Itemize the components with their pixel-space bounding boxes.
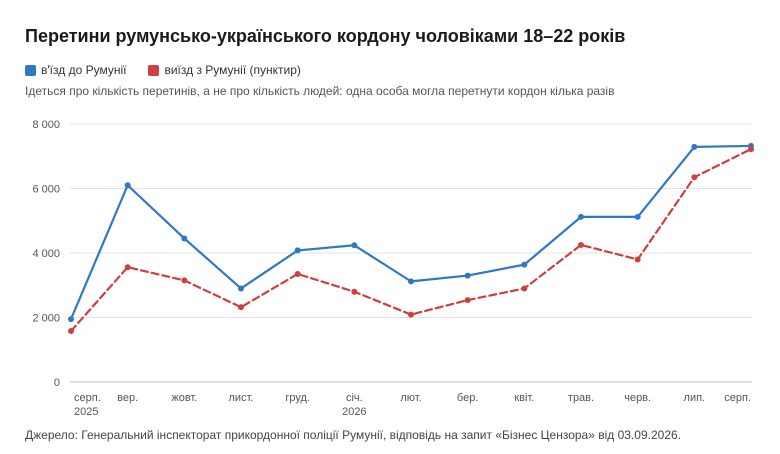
data-point-exit xyxy=(578,241,584,248)
y-axis-labels: 0 2 000 4 000 6 000 8 000 xyxy=(32,119,60,389)
legend-item-exit: виїзд з Румунії (пунктир) xyxy=(148,63,301,77)
x-tick-label: квіт. xyxy=(514,392,534,404)
data-point-exit xyxy=(408,311,414,318)
data-point-exit xyxy=(294,270,301,277)
data-point-entry xyxy=(691,143,698,150)
data-point-entry xyxy=(294,247,301,254)
data-point-entry xyxy=(634,213,641,220)
y-tick-label: 0 xyxy=(54,377,60,389)
x-tick-label: груд. xyxy=(285,392,310,404)
data-point-exit xyxy=(181,277,188,284)
y-tick-label: 2 000 xyxy=(32,313,60,325)
x-tick-label: лют. xyxy=(400,392,421,404)
data-point-exit xyxy=(464,297,471,304)
series-lines xyxy=(68,142,754,335)
legend-swatch-exit xyxy=(148,64,160,76)
data-point-exit xyxy=(351,288,358,295)
data-point-entry xyxy=(521,261,528,268)
legend-swatch-entry xyxy=(25,64,36,76)
data-point-exit xyxy=(691,174,698,181)
x-tick-label: бер. xyxy=(457,392,478,404)
y-tick-label: 6 000 xyxy=(32,184,60,196)
data-point-entry xyxy=(68,316,74,323)
data-point-entry xyxy=(464,272,471,279)
x-tick-label: трав. xyxy=(568,392,594,404)
x-tick-label: лист. xyxy=(229,392,254,404)
chart-title: Перетини румунсько-українського кордону … xyxy=(25,26,626,46)
x-tick-label: жовт. xyxy=(171,392,197,404)
x-tick-label: серп. xyxy=(724,392,751,404)
data-point-entry xyxy=(238,285,244,292)
x-tick-label: лип. xyxy=(684,392,706,404)
x-tick-year-label: 2026 xyxy=(342,406,366,418)
legend-label-entry: в'їзд до Румунії xyxy=(41,63,127,77)
x-axis-labels: серп. 2025 вер. жовт. лист. груд. січ. 2026 лют.… xyxy=(74,392,751,418)
chart-note: Ідеться про кількість перетинів, а не пр… xyxy=(25,84,615,98)
data-point-exit xyxy=(634,256,641,263)
legend-item-entry: в'їзд до Румунії xyxy=(25,63,126,77)
series-line-entry xyxy=(69,144,753,321)
legend-label-exit: виїзд з Румунії (пунктир) xyxy=(164,63,301,77)
data-point-entry xyxy=(181,235,188,242)
data-point-exit xyxy=(68,328,74,335)
data-point-entry xyxy=(351,242,358,249)
gridlines xyxy=(70,123,752,383)
chart-legend: в'їзд до Румунії виїзд з Румунії (пункти… xyxy=(25,63,323,77)
x-tick-label: черв. xyxy=(624,392,651,404)
data-point-entry xyxy=(124,182,131,189)
x-tick-label: серп. xyxy=(74,392,101,404)
data-point-entry xyxy=(408,278,414,285)
y-tick-label: 4 000 xyxy=(32,248,60,260)
x-tick-label: січ. xyxy=(346,392,363,404)
data-point-exit xyxy=(521,285,528,292)
series-line-exit xyxy=(69,148,753,333)
source-note: Джерело: Генеральний інспекторат прикорд… xyxy=(25,428,682,442)
y-tick-label: 8 000 xyxy=(32,119,60,131)
data-point-entry xyxy=(578,213,584,220)
x-tick-label: вер. xyxy=(117,392,138,404)
data-point-exit xyxy=(748,146,754,153)
data-point-exit xyxy=(238,304,244,311)
data-point-exit xyxy=(124,264,131,271)
x-tick-year-label: 2025 xyxy=(74,406,98,418)
